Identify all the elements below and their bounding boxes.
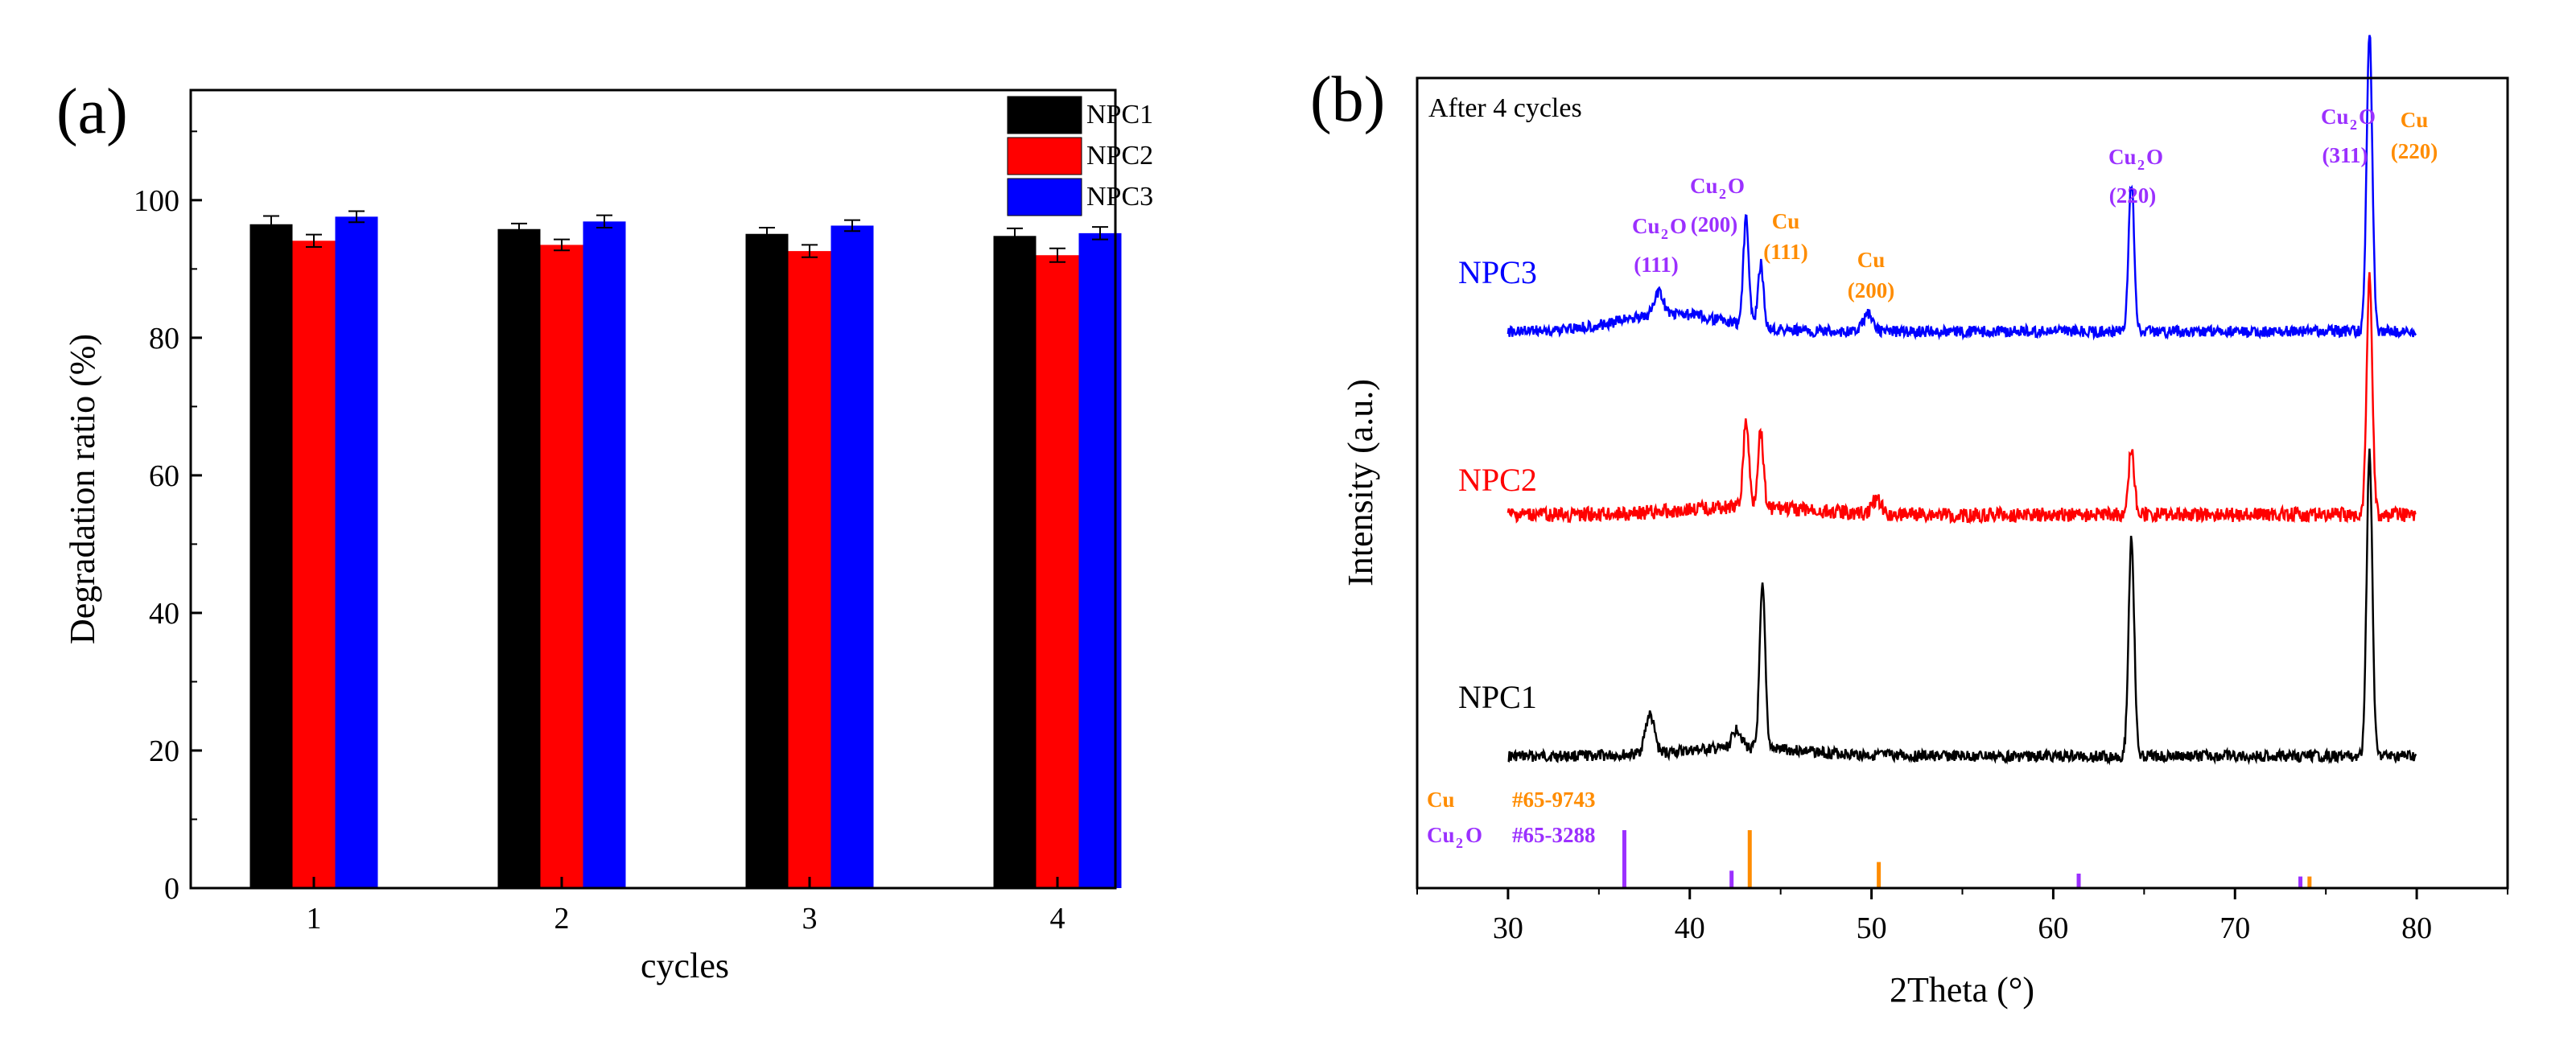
reference-phase-subscript: 2	[1456, 835, 1463, 851]
y-tick-label: 60	[149, 459, 179, 493]
panel-b-reference-lines	[1622, 830, 2312, 888]
series-label-npc3: NPC3	[1458, 254, 1537, 290]
peak-phase-suffix: O	[1670, 214, 1687, 238]
bar-npc2-cycle-2	[540, 245, 583, 888]
panel-a-error-bars	[263, 210, 1108, 263]
y-tick-label: 40	[149, 597, 179, 631]
reference-phase-label: Cu	[1427, 788, 1455, 812]
peak-annotation: Cu 2 O (111)	[1632, 214, 1687, 277]
x-tick-label: 1	[307, 902, 322, 936]
peak-phase-subscript: 2	[2350, 117, 2357, 133]
x-tick-label: 70	[2219, 911, 2250, 945]
peak-phase-label: Cu	[2401, 108, 2429, 132]
panel-a-x-ticks: 1 2 3 4	[307, 877, 1065, 936]
peak-phase-label: Cu	[1690, 174, 1718, 198]
x-tick-label: 80	[2401, 911, 2432, 945]
bar-npc1-cycle-2	[497, 228, 541, 888]
bar-npc1-cycle-1	[249, 224, 293, 888]
panel-a-y-axis-label: Degradation ratio (%)	[63, 334, 102, 644]
panel-b-corner-note: After 4 cycles	[1428, 93, 1582, 123]
spectrum-npc2	[1506, 272, 2417, 525]
peak-hkl-label: (311)	[2323, 143, 2368, 167]
panel-a-y-ticks: 0 20 40 60 80 100	[134, 130, 202, 906]
bar-npc3-cycle-3	[831, 225, 874, 888]
reference-phase-label: Cu	[1427, 823, 1455, 847]
spectrum-npc1	[1507, 448, 2417, 766]
panel-b-y-axis-label: Intensity (a.u.)	[1341, 379, 1380, 586]
bar-npc3-cycle-1	[335, 216, 378, 889]
bar-npc3-cycle-2	[583, 221, 626, 889]
y-tick-label: 20	[149, 734, 179, 768]
panel-a-legend: NPC1 NPC2 NPC3	[1007, 96, 1153, 216]
panel-b-spectra	[1506, 35, 2417, 766]
panel-a-frame	[189, 88, 1117, 890]
panel-b-peak-annotations: Cu 2 O(111)Cu 2 O(200) Cu(111) Cu(200)Cu 2 O(220…	[1632, 105, 2438, 302]
peak-annotation: Cu 2 O (200)	[1690, 174, 1745, 237]
panel-b-x-ticks: 30 40 50 60 70 80	[1416, 888, 2508, 945]
peak-hkl-label: (111)	[1763, 240, 1808, 264]
y-tick-label: 0	[164, 872, 179, 906]
y-tick-label: 100	[134, 184, 179, 218]
bar-npc1-cycle-3	[745, 233, 789, 888]
x-tick-label: 60	[2038, 911, 2068, 945]
peak-hkl-label: (111)	[1634, 253, 1679, 277]
peak-phase-label: Cu	[1772, 209, 1800, 233]
y-tick-label: 80	[149, 322, 179, 356]
peak-phase-suffix: O	[2146, 145, 2163, 169]
x-tick-label: 30	[1493, 911, 1523, 945]
legend-swatch-npc2	[1007, 137, 1082, 175]
series-label-npc2: NPC2	[1458, 462, 1537, 498]
peak-annotation: Cu (220)	[2391, 108, 2438, 163]
panel-a-bars	[249, 216, 1122, 889]
peak-phase-label: Cu	[1632, 214, 1660, 238]
x-tick-label: 4	[1050, 902, 1065, 936]
peak-annotation: Cu 2 O (311)	[2321, 105, 2376, 167]
bar-npc2-cycle-3	[788, 251, 831, 888]
panel-a-label: (a)	[56, 76, 128, 147]
peak-phase-suffix: O	[2359, 105, 2376, 129]
peak-phase-label: Cu	[2321, 105, 2349, 129]
panel-a-x-axis-label: cycles	[641, 946, 729, 985]
peak-phase-subscript: 2	[1719, 186, 1726, 202]
reference-card-number: #65-3288	[1512, 823, 1596, 847]
peak-phase-subscript: 2	[1661, 226, 1668, 242]
peak-hkl-label: (200)	[1848, 278, 1894, 302]
peak-phase-label: Cu	[2108, 145, 2137, 169]
legend-swatch-npc3	[1007, 178, 1082, 216]
legend-label-npc2: NPC2	[1086, 141, 1153, 171]
panel-b-frame	[1416, 76, 2509, 890]
reference-phase-suffix: O	[1465, 823, 1482, 847]
panel-b-x-axis-label: 2Theta (°)	[1890, 970, 2034, 1010]
spectrum-npc3	[1506, 35, 2417, 341]
legend-swatch-npc1	[1007, 96, 1082, 134]
panel-b-label: (b)	[1310, 64, 1385, 135]
peak-hkl-label: (200)	[1691, 212, 1737, 237]
series-label-npc1: NPC1	[1458, 679, 1537, 715]
peak-annotation: Cu (200)	[1848, 248, 1894, 302]
panel-b-series-labels: NPC1 NPC2 NPC3	[1458, 254, 1537, 715]
peak-hkl-label: (220)	[2109, 183, 2156, 208]
legend-label-npc3: NPC3	[1086, 182, 1153, 212]
bar-npc1-cycle-4	[993, 236, 1037, 889]
x-tick-label: 40	[1675, 911, 1705, 945]
legend-label-npc1: NPC1	[1086, 100, 1153, 130]
peak-hkl-label: (220)	[2391, 139, 2438, 163]
bar-npc2-cycle-4	[1036, 255, 1079, 888]
x-tick-label: 3	[802, 902, 818, 936]
x-tick-label: 50	[1857, 911, 1887, 945]
bar-npc2-cycle-1	[292, 241, 336, 889]
x-tick-label: 2	[554, 902, 570, 936]
peak-phase-label: Cu	[1857, 248, 1886, 272]
peak-phase-suffix: O	[1728, 174, 1745, 198]
reference-card-number: #65-9743	[1512, 788, 1596, 812]
peak-annotation: Cu 2 O (220)	[2108, 145, 2163, 208]
peak-phase-subscript: 2	[2137, 157, 2145, 173]
peak-annotation: Cu (111)	[1763, 209, 1808, 264]
